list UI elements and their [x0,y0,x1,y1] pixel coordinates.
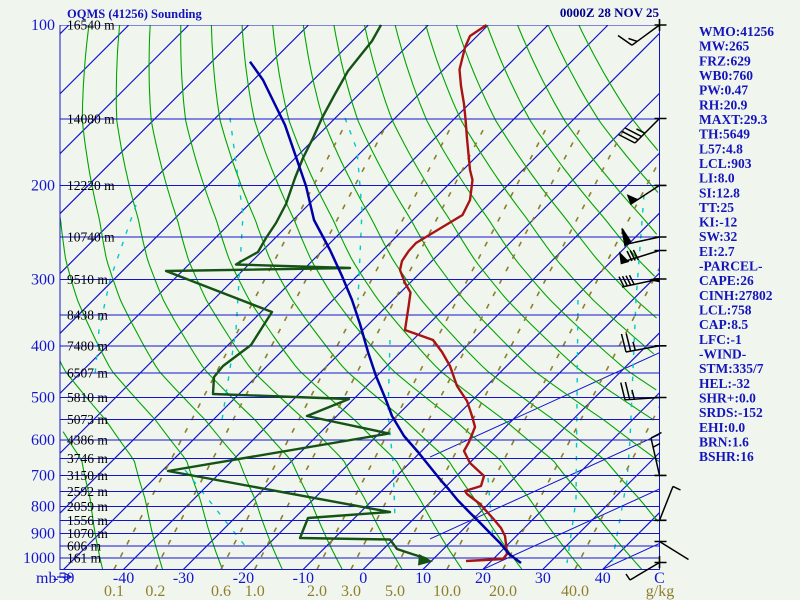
svg-text:PW:0.47: PW:0.47 [699,83,748,98]
svg-text:SW:32: SW:32 [699,229,738,244]
svg-text:0000Z 28 NOV 25: 0000Z 28 NOV 25 [560,5,660,20]
svg-text:4386 m: 4386 m [67,432,108,447]
svg-text:800: 800 [31,498,55,515]
svg-text:10740 m: 10740 m [67,230,115,245]
svg-text:200: 200 [31,177,55,194]
svg-text:8438 m: 8438 m [67,307,108,322]
svg-text:TT:25: TT:25 [699,200,734,215]
svg-text:12220 m: 12220 m [67,178,115,193]
svg-text:EHI:0.0: EHI:0.0 [699,420,745,435]
svg-text:5.0: 5.0 [385,583,405,600]
svg-text:L57:4.8: L57:4.8 [699,141,743,156]
svg-text:30: 30 [535,570,551,587]
svg-text:-10: -10 [293,570,314,587]
svg-text:OQMS (41256) Sounding: OQMS (41256) Sounding [67,7,203,21]
svg-text:HEL:-32: HEL:-32 [699,376,750,391]
svg-text:9510 m: 9510 m [67,272,108,287]
svg-text:LFC:-1: LFC:-1 [699,332,742,347]
svg-text:-20: -20 [233,570,254,587]
svg-text:10: 10 [415,570,431,587]
svg-text:2592 m: 2592 m [67,484,108,499]
svg-text:1556 m: 1556 m [67,513,108,528]
svg-text:g/kg: g/kg [646,583,674,600]
svg-text:TH:5649: TH:5649 [699,127,750,142]
svg-text:40: 40 [595,570,611,587]
svg-text:0.2: 0.2 [145,583,165,600]
svg-text:SHR+:0.0: SHR+:0.0 [699,391,756,406]
svg-text:1000: 1000 [23,550,55,567]
svg-text:MW:265: MW:265 [699,39,749,54]
svg-text:WB0:760: WB0:760 [699,68,753,83]
svg-text:3746 m: 3746 m [67,451,108,466]
svg-text:20.0: 20.0 [489,583,517,600]
svg-text:-PARCEL-: -PARCEL- [699,259,763,274]
svg-text:10.0: 10.0 [433,583,461,600]
svg-text:CINH:27802: CINH:27802 [699,288,773,303]
svg-text:KI:-12: KI:-12 [699,215,737,230]
svg-text:3150 m: 3150 m [67,468,108,483]
svg-text:RH:20.9: RH:20.9 [699,97,748,112]
svg-text:CAPE:26: CAPE:26 [699,273,754,288]
svg-text:EI:2.7: EI:2.7 [699,244,735,259]
svg-text:700: 700 [31,467,55,484]
svg-text:0: 0 [359,570,367,587]
svg-text:SRDS:-152: SRDS:-152 [699,405,763,420]
svg-text:6507 m: 6507 m [67,366,108,381]
svg-text:600: 600 [31,432,55,449]
svg-text:100: 100 [31,17,55,34]
svg-text:BSHR:16: BSHR:16 [699,449,754,464]
svg-text:1.0: 1.0 [245,583,265,600]
svg-text:STM:335/7: STM:335/7 [699,361,764,376]
svg-text:14080 m: 14080 m [67,111,115,126]
svg-text:BRN:1.6: BRN:1.6 [699,434,749,449]
svg-text:LI:8.0: LI:8.0 [699,171,735,186]
svg-text:5073 m: 5073 m [67,412,108,427]
svg-text:40.0: 40.0 [561,583,589,600]
svg-text:-40: -40 [113,570,134,587]
svg-text:20: 20 [475,570,491,587]
svg-text:3.0: 3.0 [341,583,361,600]
svg-text:CAP:8.5: CAP:8.5 [699,317,748,332]
svg-text:606 m: 606 m [67,539,102,554]
svg-text:2059 m: 2059 m [67,499,108,514]
svg-text:MAXT:29.3: MAXT:29.3 [699,112,768,127]
svg-text:0.6: 0.6 [211,583,231,600]
svg-text:900: 900 [31,526,55,543]
svg-text:5810 m: 5810 m [67,390,108,405]
svg-text:300: 300 [31,271,55,288]
svg-text:-50: -50 [53,570,74,587]
svg-text:LCL:903: LCL:903 [699,156,752,171]
svg-text:2.0: 2.0 [307,583,327,600]
svg-text:WMO:41256: WMO:41256 [699,24,774,39]
svg-text:7480 m: 7480 m [67,338,108,353]
svg-text:mb: mb [36,570,56,587]
svg-text:16540 m: 16540 m [67,18,115,33]
svg-text:-WIND-: -WIND- [699,347,746,362]
svg-text:161 m: 161 m [67,551,102,566]
svg-text:500: 500 [31,390,55,407]
svg-text:1070 m: 1070 m [67,526,108,541]
svg-text:400: 400 [31,338,55,355]
svg-text:C: C [654,570,665,587]
svg-text:0.1: 0.1 [104,583,124,600]
svg-text:FRZ:629: FRZ:629 [699,53,751,68]
svg-text:SI:12.8: SI:12.8 [699,185,740,200]
svg-text:LCL:758: LCL:758 [699,303,752,318]
svg-text:-30: -30 [173,570,194,587]
